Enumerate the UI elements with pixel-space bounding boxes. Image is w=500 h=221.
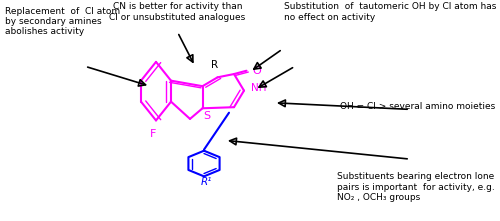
Text: CN is better for activity than
Cl or unsubstituted analogues: CN is better for activity than Cl or uns… xyxy=(110,2,246,22)
Text: NH: NH xyxy=(252,83,267,93)
Text: Replacement  of  Cl atom
by secondary amines
abolishes activity: Replacement of Cl atom by secondary amin… xyxy=(5,7,120,36)
Text: Substituents bearing electron lone
pairs is important  for activity, e.g.
NO₂ , : Substituents bearing electron lone pairs… xyxy=(337,172,495,202)
Text: S: S xyxy=(203,111,210,121)
Text: OH = Cl > several amino moieties: OH = Cl > several amino moieties xyxy=(340,102,495,110)
Text: O: O xyxy=(252,66,261,76)
Text: R: R xyxy=(212,60,218,70)
Text: Substitution  of  tautomeric OH by Cl atom has
no effect on activity: Substitution of tautomeric OH by Cl atom… xyxy=(284,2,496,22)
Text: F: F xyxy=(150,129,156,139)
Text: R¹: R¹ xyxy=(201,177,212,187)
